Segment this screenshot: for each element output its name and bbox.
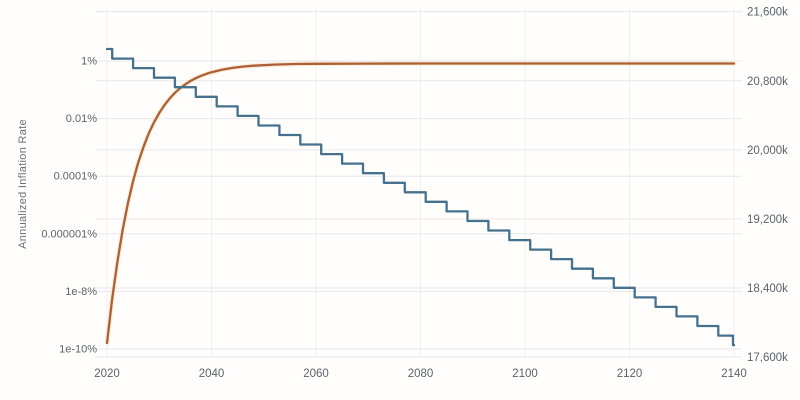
left-axis-tick-label: 0.01% <box>66 113 97 125</box>
total-supply-line <box>105 62 736 345</box>
right-axis-tick-label: 20,800k <box>747 76 788 88</box>
right-axis-tick-label: 19,200k <box>747 214 788 226</box>
inflation-rate-line <box>105 47 736 347</box>
x-axis-tick-label: 2060 <box>303 368 329 380</box>
left-axis-tick-label: 0.000001% <box>41 228 97 240</box>
x-axis-tick-label: 2020 <box>94 368 120 380</box>
right-axis-tick-label: 18,400k <box>747 283 788 295</box>
left-axis-tick-label: 1e-10% <box>59 344 97 356</box>
right-axis-tick-label: 21,600k <box>747 7 788 19</box>
left-axis-tick-label: 1e-8% <box>65 286 97 298</box>
x-axis-tick-label: 2120 <box>617 368 643 380</box>
left-axis-title: Annualized Inflation Rate <box>17 119 29 249</box>
x-axis-tick-label: 2140 <box>721 368 747 380</box>
x-axis-tick-label: 2080 <box>408 368 434 380</box>
x-axis-tick-label: 2040 <box>199 368 225 380</box>
right-axis-tick-label: 17,600k <box>747 352 788 364</box>
left-axis-tick-label: 1% <box>81 56 97 68</box>
x-axis-tick-label: 2100 <box>512 368 538 380</box>
left-axis-tick-label: 0.0001% <box>54 171 98 183</box>
right-axis-tick-label: 20,000k <box>747 145 788 157</box>
